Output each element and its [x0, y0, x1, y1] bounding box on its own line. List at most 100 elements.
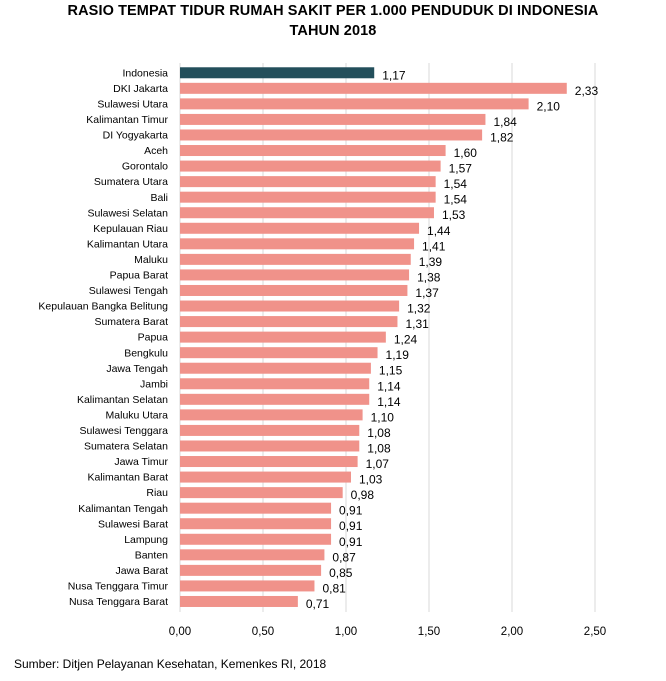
value-labels: 1,172,332,101,841,821,601,571,541,541,53…	[306, 68, 599, 611]
category-label: Banten	[135, 549, 168, 561]
category-label: Kalimantan Tengah	[78, 503, 168, 515]
bar	[180, 424, 360, 436]
value-label: 0,91	[339, 519, 363, 533]
x-tick-label: 1,50	[418, 626, 440, 638]
category-label: Kepulauan Bangka Belitung	[38, 301, 168, 313]
chart-title-line-2: TAHUN 2018	[289, 23, 377, 39]
x-tick-label: 2,50	[584, 626, 606, 638]
category-label: Papua Barat	[110, 270, 168, 282]
value-label: 1,39	[419, 255, 443, 269]
bar	[180, 129, 483, 141]
category-label: Sulawesi Utara	[97, 98, 168, 110]
bar	[180, 409, 363, 421]
bar	[180, 362, 371, 374]
bar	[180, 518, 332, 530]
bar-chart: Indonesia DKI Jakarta Sulawesi Utara Kalima…	[38, 63, 606, 638]
x-tick-label: 1,00	[335, 626, 357, 638]
value-label: 0,98	[351, 488, 375, 502]
bar	[180, 347, 378, 359]
category-label: DKI Jakarta	[113, 83, 168, 95]
value-label: 0,91	[339, 535, 363, 549]
value-label: 2,10	[537, 99, 561, 113]
bar	[180, 160, 441, 172]
category-label: Sumatera Barat	[94, 316, 168, 328]
bar	[180, 284, 408, 296]
category-label: DI Yogyakarta	[103, 130, 169, 142]
value-label: 1,07	[366, 457, 390, 471]
value-label: 1,54	[444, 177, 468, 191]
category-label: Aceh	[144, 145, 168, 157]
value-label: 1,44	[427, 224, 451, 238]
value-label: 1,03	[359, 473, 383, 487]
value-label: 1,15	[379, 364, 403, 378]
bar	[180, 502, 332, 514]
value-label: 1,53	[442, 208, 466, 222]
value-label: 1,17	[382, 68, 406, 82]
value-label: 1,10	[371, 410, 395, 424]
category-label: Lampung	[124, 534, 168, 546]
category-label: Jawa Timur	[114, 456, 168, 468]
source-note: Sumber: Ditjen Pelayanan Kesehatan, Keme…	[14, 657, 327, 671]
bar	[180, 222, 420, 234]
category-label: Nusa Tenggara Barat	[69, 596, 168, 608]
category-label: Sulawesi Tengah	[89, 285, 168, 297]
value-label: 1,31	[405, 317, 429, 331]
category-label: Sulawesi Barat	[98, 518, 168, 530]
category-label: Papua	[138, 332, 169, 344]
x-tick-label: 2,00	[501, 626, 523, 638]
bar	[180, 456, 358, 468]
bars	[180, 67, 567, 607]
category-label: Gorontalo	[122, 161, 168, 173]
value-label: 0,71	[306, 597, 330, 611]
category-label: Nusa Tenggara Timur	[68, 581, 169, 593]
value-label: 1,38	[417, 270, 441, 284]
bar	[180, 145, 446, 157]
bar	[180, 378, 370, 390]
bar	[180, 98, 529, 110]
category-label: Maluku	[134, 254, 168, 266]
value-label: 1,60	[454, 146, 478, 160]
category-label: Sumatera Selatan	[84, 441, 168, 453]
bar	[180, 269, 410, 281]
category-label: Jawa Tengah	[106, 363, 168, 375]
value-label: 2,33	[575, 84, 599, 98]
value-label: 1,57	[449, 162, 473, 176]
category-label: Kepulauan Riau	[93, 223, 168, 235]
bar	[180, 549, 325, 561]
value-label: 1,14	[377, 379, 401, 393]
bar	[180, 82, 567, 94]
bar	[180, 595, 298, 607]
value-label: 0,87	[332, 550, 356, 564]
value-label: 0,85	[329, 566, 353, 580]
value-label: 1,32	[407, 302, 431, 316]
category-label: Jambi	[140, 378, 168, 390]
value-label: 1,84	[493, 115, 517, 129]
value-label: 1,08	[367, 441, 391, 455]
category-label: Kalimantan Timur	[86, 114, 168, 126]
category-label: Bengkulu	[124, 347, 168, 359]
bar	[180, 191, 436, 203]
value-label: 1,41	[422, 239, 446, 253]
bar	[180, 440, 360, 452]
bar	[180, 176, 436, 188]
bar	[180, 300, 400, 312]
chart-title-line-1: RASIO TEMPAT TIDUR RUMAH SAKIT PER 1.000…	[67, 3, 599, 19]
bar	[180, 316, 398, 328]
value-label: 1,24	[394, 333, 418, 347]
category-label: Riau	[146, 487, 168, 499]
value-label: 0,91	[339, 504, 363, 518]
x-tick-label: 0,50	[252, 626, 274, 638]
category-label: Sulawesi Tenggara	[79, 425, 168, 437]
value-label: 1,82	[490, 130, 514, 144]
category-label: Kalimantan Barat	[87, 472, 168, 484]
value-label: 1,54	[444, 193, 468, 207]
bar	[180, 238, 415, 250]
x-tick-label: 0,00	[169, 626, 191, 638]
bar	[180, 533, 332, 545]
category-label: Sulawesi Selatan	[87, 207, 168, 219]
category-label: Indonesia	[122, 67, 168, 79]
value-label: 1,19	[386, 348, 410, 362]
category-label: Kalimantan Utara	[87, 238, 168, 250]
category-label: Sumatera Utara	[94, 176, 168, 188]
bar	[180, 580, 315, 592]
